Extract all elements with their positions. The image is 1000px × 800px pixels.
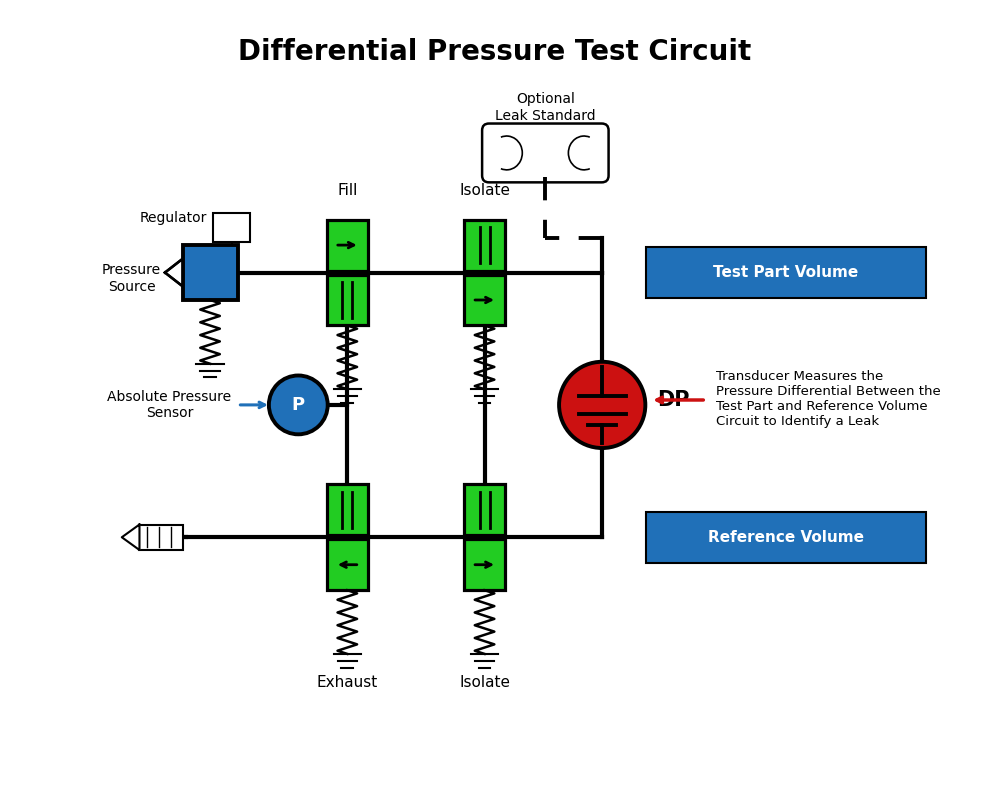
Text: Test Part Volume: Test Part Volume bbox=[713, 265, 859, 280]
Text: Reference Volume: Reference Volume bbox=[708, 530, 864, 545]
Bar bbox=[327, 220, 368, 270]
Bar bbox=[464, 539, 505, 590]
Bar bbox=[327, 274, 368, 326]
Polygon shape bbox=[122, 525, 139, 550]
Text: Absolute Pressure
Sensor: Absolute Pressure Sensor bbox=[107, 390, 232, 420]
Text: Regulator: Regulator bbox=[140, 210, 207, 225]
Text: Fill: Fill bbox=[337, 183, 357, 198]
Bar bbox=[327, 539, 368, 590]
Bar bbox=[646, 512, 926, 562]
Text: Transducer Measures the
Pressure Differential Between the
Test Part and Referenc: Transducer Measures the Pressure Differe… bbox=[716, 370, 941, 428]
Bar bbox=[464, 484, 505, 535]
Bar bbox=[183, 245, 238, 300]
Bar bbox=[139, 525, 183, 550]
Bar bbox=[213, 213, 250, 242]
Bar bbox=[464, 274, 505, 326]
Text: P: P bbox=[292, 396, 305, 414]
Bar bbox=[327, 484, 368, 535]
Circle shape bbox=[269, 375, 328, 434]
FancyBboxPatch shape bbox=[482, 123, 609, 182]
Circle shape bbox=[559, 362, 645, 448]
Text: Pressure
Source: Pressure Source bbox=[102, 263, 161, 294]
Text: DP: DP bbox=[657, 390, 690, 410]
Text: Isolate: Isolate bbox=[459, 183, 510, 198]
Polygon shape bbox=[165, 259, 183, 286]
Bar bbox=[646, 247, 926, 298]
Text: Exhaust: Exhaust bbox=[317, 675, 378, 690]
Text: Isolate: Isolate bbox=[459, 675, 510, 690]
Text: Differential Pressure Test Circuit: Differential Pressure Test Circuit bbox=[238, 38, 751, 66]
Text: Optional
Leak Standard: Optional Leak Standard bbox=[495, 92, 596, 122]
Bar bbox=[464, 220, 505, 270]
